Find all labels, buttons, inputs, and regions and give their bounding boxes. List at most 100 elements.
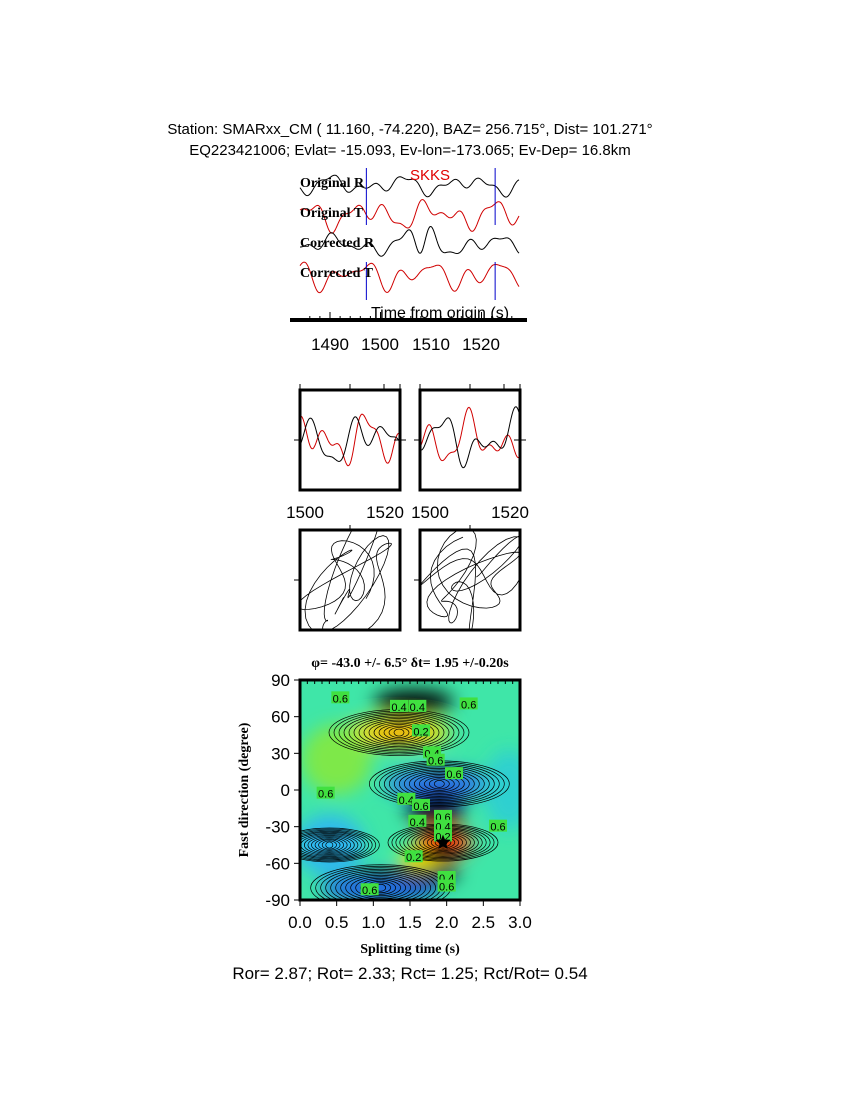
contour-label-bg (390, 699, 408, 712)
y-tick-label: -90 (265, 891, 290, 910)
contour-line (353, 716, 445, 749)
contour-line (388, 727, 410, 738)
contour-label: 0.6 (439, 882, 454, 894)
contour-label-bg (331, 691, 350, 704)
waveform-trace (299, 199, 520, 234)
contour-label: 0.4 (391, 702, 406, 714)
contour-line (403, 771, 475, 797)
contour-label: 0.6 (413, 801, 428, 813)
contour-label-bg (397, 792, 416, 805)
contour-label: 0.6 (318, 789, 333, 801)
contour-line (393, 728, 405, 737)
particle-motion-panel (420, 530, 520, 630)
waveform-overlay-trace (300, 413, 400, 467)
waveform-trace (299, 174, 520, 198)
contour-line (335, 871, 427, 900)
contour-label-bg (445, 767, 463, 780)
panel-frame (298, 388, 402, 492)
splitting-result-title: φ= -43.0 +/- 6.5° δt= 1.95 +/-0.20s (311, 656, 509, 671)
waveform-overlay-trace (420, 406, 520, 462)
energy-region (384, 769, 495, 798)
phase-label: SKKS (410, 167, 450, 184)
contour-label-bg (412, 798, 430, 811)
time-tick-1510: 1510 (412, 335, 450, 354)
panel1-tick-1520: 1520 (366, 503, 404, 522)
energy-region (300, 815, 365, 875)
contour-line (343, 713, 455, 752)
contour-label-bg (437, 879, 456, 892)
contour-line (423, 777, 455, 791)
contour-label: 0.6 (446, 769, 461, 781)
trace-label-corrected-t: Corrected T (300, 266, 374, 281)
energy-ratios: Ror= 2.87; Rot= 2.33; Rct= 1.25; Rct/Rot… (232, 964, 587, 983)
panel-frame (418, 528, 522, 632)
contour-line (300, 829, 373, 861)
energy-region (301, 724, 372, 795)
x-tick-label: 2.0 (435, 913, 459, 932)
contour-line (303, 835, 355, 855)
contour-label: 0.6 (428, 756, 443, 768)
time-tick-1520: 1520 (462, 335, 500, 354)
y-tick-label: 0 (281, 781, 290, 800)
x-tick-label: 0.0 (288, 913, 312, 932)
contour-label: 0.4 (410, 817, 425, 829)
contour-label-bg (489, 819, 507, 832)
contour-line (348, 715, 450, 750)
x-tick-label: 3.0 (508, 913, 532, 932)
waveform-trace (299, 261, 520, 294)
contour-line (300, 827, 380, 863)
contour-label-bg (434, 809, 452, 822)
waveform-overlay-panel (300, 413, 400, 467)
particle-motion-path (420, 530, 520, 630)
contour-label-bg (426, 753, 445, 766)
time-tick-1490: 1490 (311, 335, 349, 354)
y-tick-label: 30 (271, 744, 290, 763)
time-tick-1500: 1500 (361, 335, 399, 354)
contour-line (300, 828, 377, 862)
energy-grid-map: 0.60.40.40.60.20.40.60.60.40.60.60.60.40… (300, 680, 520, 900)
particle-motion-panel (300, 530, 392, 630)
contour-line (433, 780, 445, 788)
x-tick-label: 1.0 (362, 913, 386, 932)
contour-line (311, 837, 348, 853)
contour-line (388, 766, 490, 802)
time-axis-label: Time from origin (s) (371, 305, 509, 322)
contour-line (340, 873, 422, 900)
station-info: Station: SMARxx_CM ( 11.160, -74.220), B… (167, 121, 653, 138)
contour-line (314, 838, 344, 852)
contour-line (330, 870, 432, 900)
trace-label-original-r: Original R (300, 176, 365, 191)
y-tick-label: 90 (271, 671, 290, 690)
contour-line (428, 778, 450, 790)
waveform-trace (300, 225, 520, 257)
contour-line (398, 769, 480, 799)
particle-motion-path (300, 530, 392, 630)
y-tick-label: 60 (271, 708, 290, 727)
contour-label-bg (459, 697, 478, 710)
contour-label-bg (404, 850, 423, 863)
event-info: EQ223421006; Evlat= -15.093, Ev-lon=-173… (189, 142, 631, 159)
contour-line (358, 718, 440, 747)
x-tick-label: 1.5 (398, 913, 422, 932)
contour-label-bg (412, 724, 430, 737)
contour-label: 0.6 (333, 693, 348, 705)
contour-line (321, 840, 337, 850)
contour-label: 0.4 (399, 795, 414, 807)
contour-line (300, 833, 362, 857)
contour-line (363, 719, 435, 746)
waveform-overlay-trace (300, 416, 400, 463)
contour-label: 0.6 (461, 699, 476, 711)
trace-label-corrected-r: Corrected R (300, 236, 375, 251)
waveform-overlay-trace (420, 406, 520, 469)
contour-label: 0.6 (490, 822, 505, 834)
waveform-overlay-panel (420, 406, 520, 469)
best-fit-star (435, 834, 451, 849)
panel2-tick-1500: 1500 (411, 503, 449, 522)
contour-label: 0.6 (362, 885, 377, 897)
y-axis-label: Fast direction (degree) (237, 722, 252, 857)
panel2-tick-1520: 1520 (491, 503, 529, 522)
contour-line (325, 868, 437, 900)
contour-label: 0.2 (413, 726, 428, 738)
contour-label-bg (408, 699, 427, 712)
